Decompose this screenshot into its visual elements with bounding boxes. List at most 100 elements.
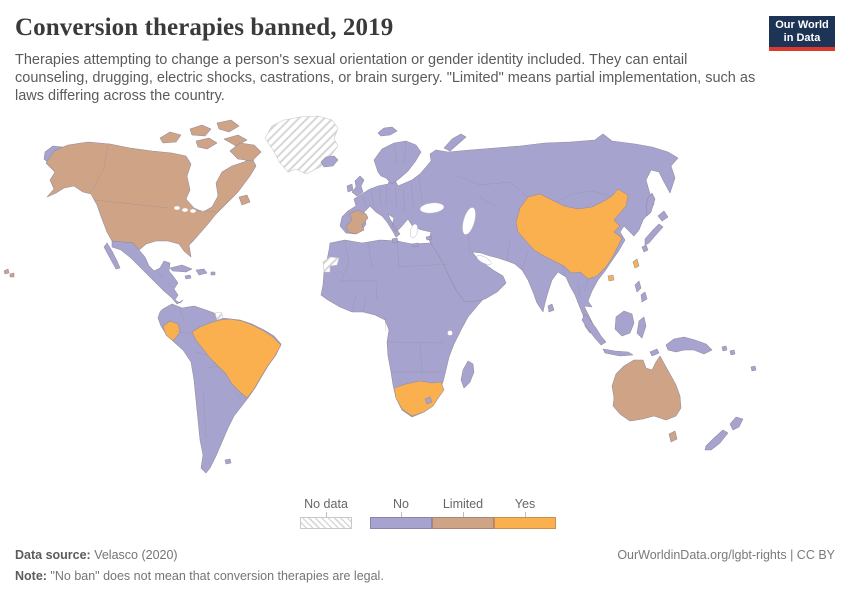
country-canada-island[interactable] (223, 134, 248, 147)
country-china[interactable] (515, 188, 629, 280)
region-scandinavia[interactable] (373, 140, 422, 185)
country-united-kingdom[interactable] (351, 175, 365, 197)
country-hispaniola[interactable] (195, 268, 208, 276)
country-canada-victoria[interactable] (195, 137, 218, 150)
aegean-sea (410, 223, 418, 239)
legend-label-yes: Yes (514, 497, 536, 511)
country-italy-sicily[interactable] (391, 237, 399, 244)
country-new-zealand[interactable] (729, 416, 744, 431)
legend-tick (462, 512, 464, 517)
country-indonesia-borneo[interactable] (614, 310, 635, 337)
great-lake-2 (181, 207, 189, 213)
country-russia-sakhalin[interactable] (645, 192, 656, 217)
page-title: Conversion therapies banned, 2019 (15, 14, 394, 41)
legend-bar: No Limited Yes (370, 497, 556, 529)
legend-label-limited: Limited (442, 497, 484, 511)
country-canada-island[interactable] (189, 124, 212, 137)
legend-swatch-no-data[interactable] (300, 517, 352, 529)
country-japan-kyushu[interactable] (641, 244, 649, 253)
footer-link[interactable]: OurWorldinData.org/lgbt-rights | CC BY (617, 548, 835, 562)
owid-logo: Our World in Data (769, 16, 835, 51)
region-mexico-central-america[interactable] (111, 240, 184, 305)
country-puerto-rico[interactable] (210, 271, 216, 276)
country-cyprus[interactable] (425, 235, 433, 241)
country-greece-crete[interactable] (411, 242, 420, 248)
legend-swatch-no[interactable] (370, 517, 432, 529)
data-source-text: Velasco (2020) (90, 548, 178, 562)
owid-logo-red-bar (769, 47, 835, 51)
owid-logo-box: Our World in Data (769, 16, 835, 47)
inland-seas (173, 202, 492, 336)
footer-note: Note: "No ban" does not mean that conver… (15, 569, 835, 583)
country-indonesia-java[interactable] (602, 348, 634, 357)
legend-item-yes[interactable]: Yes (494, 497, 556, 529)
country-australia[interactable] (611, 355, 682, 422)
legend-item-limited[interactable]: Limited (432, 497, 494, 529)
country-japan-hokkaido[interactable] (657, 210, 669, 222)
country-canada-newfoundland[interactable] (238, 194, 251, 206)
data-source-label: Data source: (15, 548, 91, 562)
country-south-africa[interactable] (393, 380, 445, 417)
legend-tick (325, 512, 327, 517)
region-north-america[interactable] (45, 141, 257, 258)
country-greenland[interactable] (264, 115, 339, 175)
country-canada-baffin[interactable] (229, 142, 262, 162)
country-jamaica[interactable] (184, 274, 192, 280)
country-indonesia-sulawesi[interactable] (636, 316, 647, 339)
note-label: Note: (15, 569, 47, 583)
owid-logo-line1: Our World (775, 19, 829, 31)
country-madagascar[interactable] (460, 360, 475, 389)
country-japan-honshu[interactable] (644, 223, 664, 246)
country-canada-island[interactable] (159, 131, 182, 144)
country-usa-hawaii[interactable] (9, 272, 15, 278)
country-solomon-islands[interactable] (721, 345, 728, 352)
legend-swatch-yes[interactable] (494, 517, 556, 529)
country-canada-island[interactable] (216, 119, 240, 133)
black-sea (419, 202, 445, 214)
country-new-guinea[interactable] (665, 336, 713, 355)
country-taiwan[interactable] (632, 258, 640, 269)
country-mexico-baja[interactable] (103, 242, 121, 270)
footer-data-source: Data source: Velasco (2020) (15, 548, 835, 562)
country-new-zealand[interactable] (704, 429, 729, 451)
country-spain[interactable] (345, 209, 369, 235)
caspian-sea (462, 207, 476, 235)
legend-swatch-limited[interactable] (432, 517, 494, 529)
owid-logo-line2: in Data (783, 32, 821, 44)
legend-label-no: No (393, 497, 409, 511)
lake-victoria (447, 330, 453, 336)
country-usa-hawaii[interactable] (3, 268, 10, 275)
country-china-hainan[interactable] (607, 274, 615, 282)
country-brazil[interactable] (191, 318, 282, 399)
country-novaya-zemlya[interactable] (443, 133, 467, 152)
legend-label-no-data: No data (304, 497, 348, 511)
great-lake-3 (189, 208, 197, 214)
country-timor[interactable] (649, 348, 660, 357)
country-fiji[interactable] (750, 365, 757, 372)
country-iceland[interactable] (320, 155, 339, 168)
country-ireland[interactable] (346, 183, 354, 193)
country-svalbard[interactable] (377, 126, 398, 137)
country-falkland-islands[interactable] (224, 458, 232, 465)
legend-item-no-data[interactable]: No data (300, 497, 352, 529)
persian-gulf (476, 255, 492, 265)
country-australia-tasmania[interactable] (668, 430, 678, 443)
country-lesotho[interactable] (424, 396, 433, 405)
country-philippines[interactable] (634, 280, 642, 293)
legend: No data No Limited Yes (300, 497, 556, 529)
country-philippines[interactable] (640, 291, 648, 303)
note-text: "No ban" does not mean that conversion t… (46, 569, 384, 583)
great-lake-1 (173, 205, 181, 211)
country-borders (91, 140, 613, 439)
legend-item-no[interactable]: No (370, 497, 432, 529)
legend-tick (524, 512, 526, 517)
country-solomon-islands[interactable] (729, 349, 736, 356)
country-cuba[interactable] (169, 264, 193, 273)
country-sri-lanka[interactable] (547, 303, 555, 313)
region-eurasia[interactable] (339, 133, 679, 334)
country-french-guiana[interactable] (214, 311, 224, 321)
country-indonesia-sumatra[interactable] (581, 313, 607, 346)
country-western-sahara[interactable] (322, 256, 340, 273)
